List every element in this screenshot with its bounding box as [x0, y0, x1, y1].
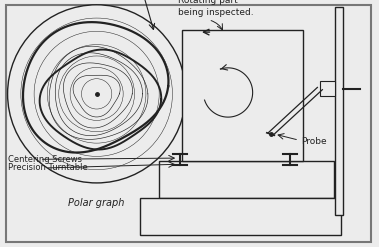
FancyBboxPatch shape	[320, 81, 335, 96]
Text: Polar graph: Polar graph	[69, 198, 125, 208]
FancyBboxPatch shape	[159, 161, 334, 198]
FancyBboxPatch shape	[6, 5, 371, 242]
FancyBboxPatch shape	[182, 30, 303, 161]
Ellipse shape	[8, 5, 186, 183]
FancyBboxPatch shape	[140, 198, 341, 235]
Text: Centering Screws: Centering Screws	[8, 155, 81, 164]
FancyBboxPatch shape	[335, 7, 343, 215]
Text: Precision Turntable: Precision Turntable	[8, 164, 87, 172]
Text: Probe: Probe	[301, 137, 327, 146]
Text: Rotating part
being inspected.: Rotating part being inspected.	[178, 0, 254, 17]
